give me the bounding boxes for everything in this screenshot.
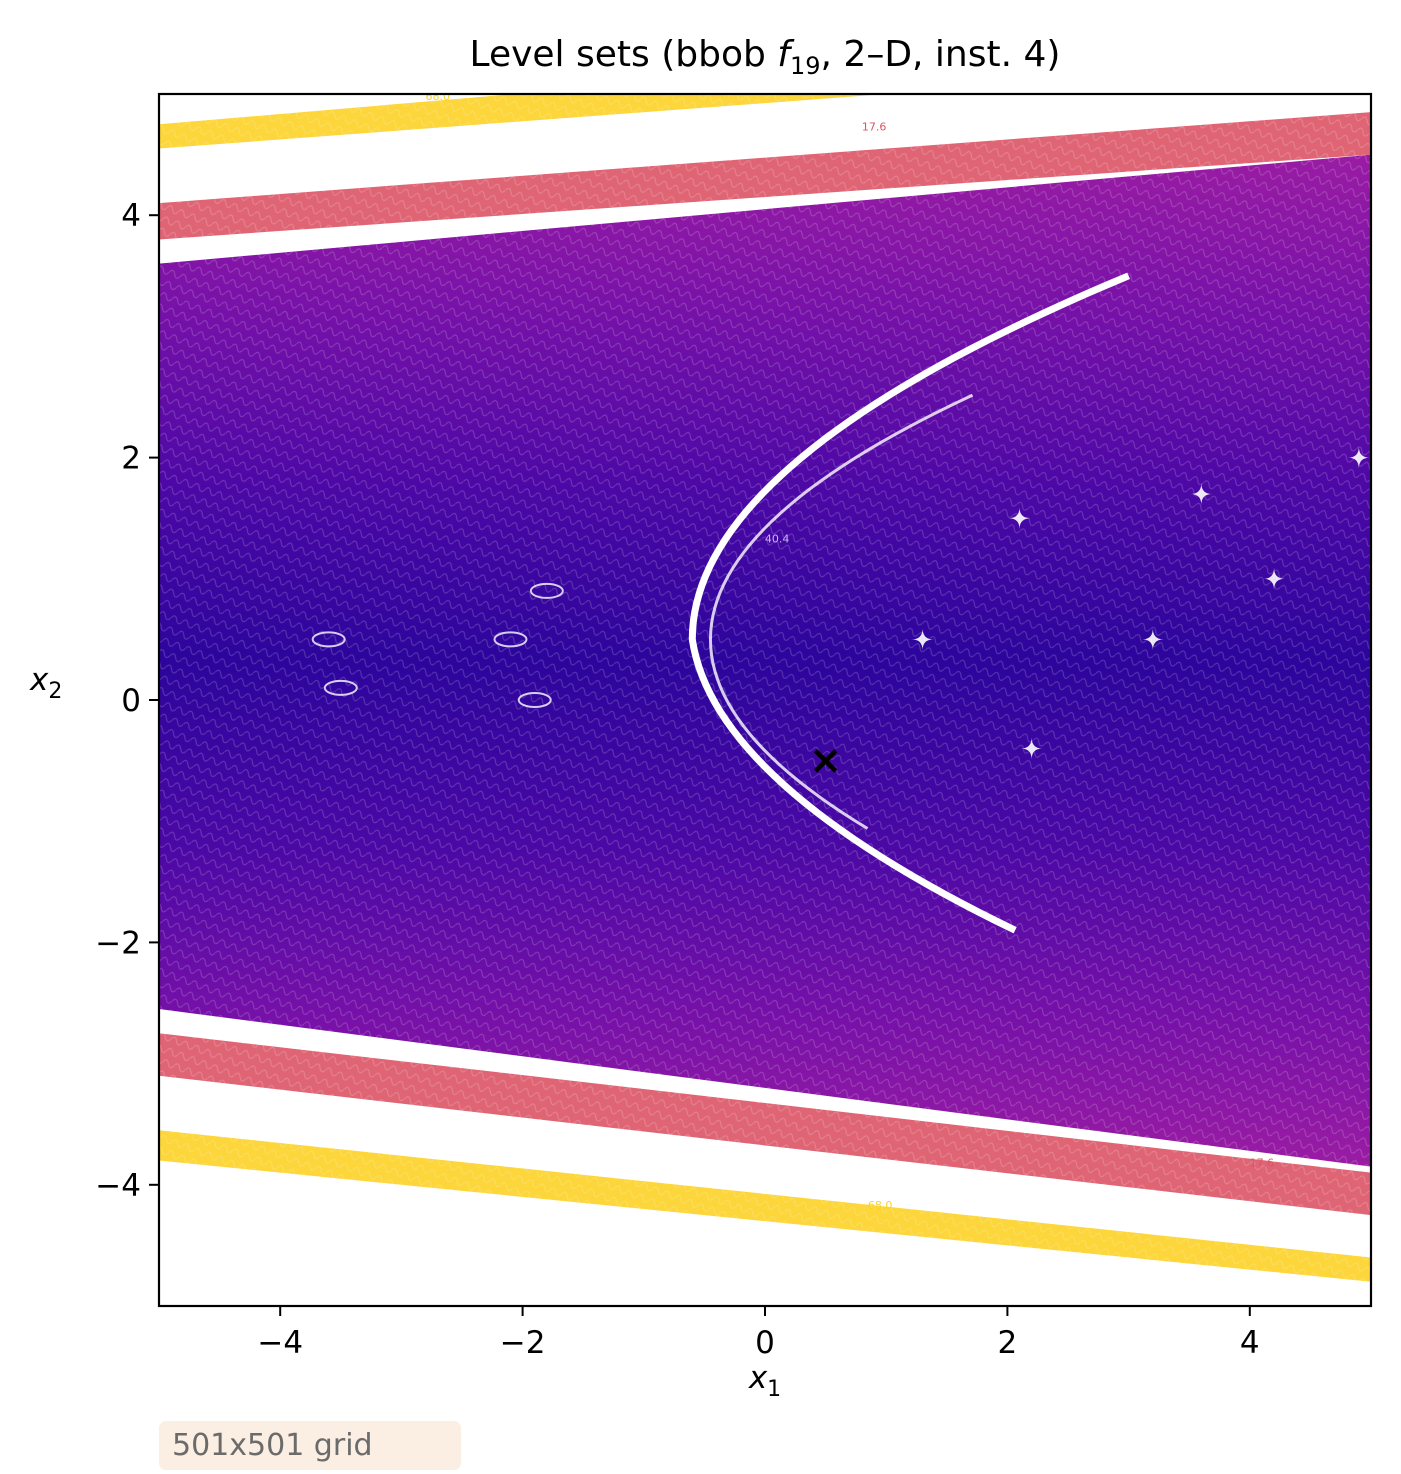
contour-level-labels: 68.0 17.6 68.0 17.6 40.4 (426, 90, 1275, 1212)
x-tick-label: 2 (998, 1325, 1018, 1361)
contour-level-label: 40.4 (765, 532, 790, 545)
contour-level-label: 68.0 (426, 90, 451, 103)
x-tick-label: −2 (500, 1325, 546, 1361)
y-axis-label: x2 (29, 662, 62, 704)
x-axis-ticks: −4 −2 0 2 4 (257, 1306, 1260, 1361)
plot-area: 68.0 17.6 68.0 17.6 40.4 × (159, 90, 1371, 1306)
x-tick-label: 0 (755, 1325, 775, 1361)
y-tick-label: −2 (95, 925, 141, 961)
x-axis-label: x1 (748, 1360, 781, 1402)
grid-size-badge: 501x501 grid (159, 1421, 461, 1470)
contour-level-label: 17.6 (1250, 1157, 1275, 1170)
y-tick-label: 4 (121, 198, 141, 234)
y-axis-ticks: −4 −2 0 2 4 (95, 198, 159, 1204)
y-tick-label: 2 (121, 441, 141, 477)
chart-title: Level sets (bbob f19, 2–D, inst. 4) (470, 34, 1061, 80)
x-tick-label: 4 (1240, 1325, 1260, 1361)
contour-level-label: 68.0 (868, 1199, 893, 1212)
contour-level-label: 17.6 (862, 120, 887, 133)
x-tick-label: −4 (257, 1325, 303, 1361)
y-tick-label: 0 (121, 683, 141, 719)
optimum-marker: × (809, 738, 843, 784)
y-tick-label: −4 (95, 1168, 141, 1204)
